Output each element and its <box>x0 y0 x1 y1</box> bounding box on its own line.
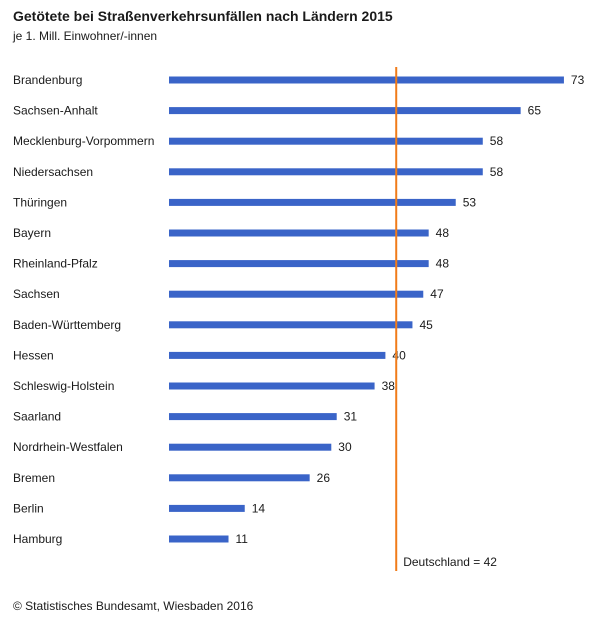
value-label: 26 <box>317 471 331 485</box>
bar <box>169 351 386 359</box>
category-label: Sachsen <box>13 287 60 301</box>
category-label: Berlin <box>13 501 44 515</box>
value-label: 31 <box>344 410 358 424</box>
bar <box>169 137 483 145</box>
category-label: Mecklenburg-Vorpommern <box>13 134 154 148</box>
value-label: 65 <box>528 104 542 118</box>
value-label: 45 <box>419 318 433 332</box>
category-label: Nordrhein-Westfalen <box>13 440 123 454</box>
category-label: Schleswig-Holstein <box>13 379 114 393</box>
bar <box>169 504 245 512</box>
category-label: Sachsen-Anhalt <box>13 104 98 118</box>
value-label: 58 <box>490 165 504 179</box>
chart-title: Getötete bei Straßenverkehrsunfällen nac… <box>13 8 393 24</box>
bar <box>169 413 337 421</box>
value-label: 48 <box>436 257 450 271</box>
bar <box>169 76 564 84</box>
category-label: Niedersachsen <box>13 165 93 179</box>
reference-label: Deutschland = 42 <box>403 555 497 569</box>
category-label: Bayern <box>13 226 51 240</box>
category-label: Saarland <box>13 410 61 424</box>
value-label: 30 <box>338 440 352 454</box>
value-label: 73 <box>571 73 585 87</box>
value-label: 40 <box>392 348 406 362</box>
category-label: Bremen <box>13 471 55 485</box>
category-label: Brandenburg <box>13 73 82 87</box>
value-label: 58 <box>490 134 504 148</box>
bar <box>169 290 424 298</box>
value-label: 14 <box>252 501 266 515</box>
bar <box>169 198 456 206</box>
bar <box>169 443 332 451</box>
bar <box>169 229 429 237</box>
bar <box>169 321 413 329</box>
category-label: Hamburg <box>13 532 62 546</box>
category-label: Thüringen <box>13 195 67 209</box>
bar-chart: Brandenburg 73 Sachsen-Anhalt 65 Mecklenburg… <box>13 67 585 571</box>
bar <box>169 474 310 482</box>
category-label: Rheinland-Pfalz <box>13 257 98 271</box>
bar <box>169 168 483 176</box>
value-label: 48 <box>436 226 450 240</box>
value-label: 38 <box>382 379 396 393</box>
bar <box>169 382 375 390</box>
bar <box>169 535 229 543</box>
bar <box>169 107 521 115</box>
source-note: © Statistisches Bundesamt, Wiesbaden 201… <box>13 599 254 613</box>
chart-subtitle: je 1. Mill. Einwohner/-innen <box>13 29 158 43</box>
category-label: Hessen <box>13 348 54 362</box>
value-label: 47 <box>430 287 444 301</box>
category-label: Baden-Württemberg <box>13 318 121 332</box>
value-label: 53 <box>463 195 477 209</box>
value-label: 11 <box>236 532 249 546</box>
bar <box>169 260 429 268</box>
